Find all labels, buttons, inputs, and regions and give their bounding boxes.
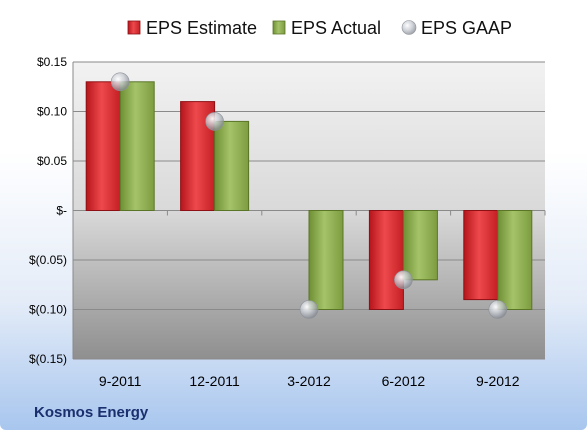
gaap-markers: [110, 72, 508, 319]
y-tick-label: $0.05: [37, 154, 67, 168]
company-name: Kosmos Energy: [34, 404, 149, 421]
legend-actual-swatch: [272, 20, 286, 35]
legend: EPS Estimate EPS Actual EPS GAAP: [127, 18, 512, 38]
legend-gaap-swatch: [401, 20, 417, 35]
eps-actual-bar: [402, 210, 438, 281]
legend-gaap-label: EPS GAAP: [421, 18, 512, 38]
y-tick-label: $(0.05): [29, 253, 67, 267]
eps-gaap-marker: [110, 72, 130, 92]
eps-estimate-bar: [463, 210, 499, 301]
x-category-label: 6-2012: [382, 373, 426, 389]
eps-estimate-bar: [85, 81, 121, 211]
x-category-label: 3-2012: [287, 373, 331, 389]
y-tick-label: $0.10: [37, 105, 67, 119]
eps-actual-bar: [119, 81, 155, 211]
x-category-label: 9-2012: [476, 373, 520, 389]
bars: [85, 81, 533, 310]
legend-actual-label: EPS Actual: [291, 18, 381, 38]
eps-actual-bar: [497, 210, 533, 310]
eps-estimate-bar: [368, 210, 404, 310]
eps-gaap-marker: [394, 270, 413, 290]
axes: $0.15 $0.10 $0.05 $- $(0.05) $(0.10) $(0.15) 9-…: [29, 55, 546, 389]
y-tick-label: $(0.15): [29, 352, 67, 366]
eps-gaap-marker: [205, 112, 224, 131]
x-category-label: 9-2011: [99, 373, 142, 389]
y-tick-label: $(0.10): [29, 303, 67, 317]
eps-actual-bar: [214, 120, 250, 211]
eps-gaap-marker: [488, 300, 508, 319]
y-tick-label: $0.15: [37, 55, 67, 69]
legend-estimate-swatch: [127, 20, 141, 35]
legend-estimate-label: EPS Estimate: [146, 18, 257, 38]
y-tick-label: $-: [56, 204, 67, 218]
eps-gaap-marker: [299, 300, 319, 319]
x-category-label: 12-2011: [189, 373, 240, 389]
eps-actual-bar: [308, 210, 344, 310]
